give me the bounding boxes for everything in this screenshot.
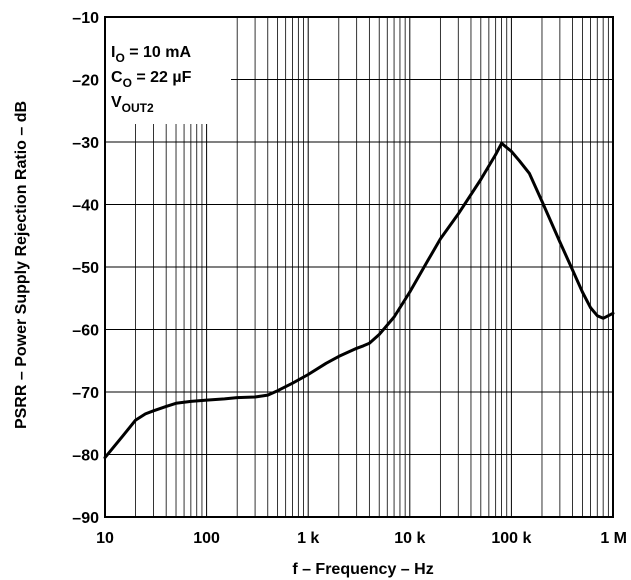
- y-tick-label: –70: [72, 385, 99, 402]
- x-tick-labels: 10 100 1 k 10 k 100 k 1 M: [96, 530, 627, 547]
- y-axis-label: PSRR – Power Supply Rejection Ratio – dB: [13, 101, 30, 429]
- annotation-line-2: CO = 22 µF: [111, 69, 192, 90]
- series-line-psrr: [103, 141, 615, 460]
- y-tick-labels: –10 –20 –30 –40 –50 –60 –70 –80 –90: [72, 10, 99, 527]
- y-tick-label: –40: [72, 198, 99, 215]
- annotation-2-subscript: O: [123, 76, 132, 90]
- annotation-3-prefix: V: [111, 94, 122, 111]
- annotation-background: [106, 17, 231, 124]
- plot-frame: [104, 16, 614, 518]
- annotation-line-1: IO = 10 mA: [111, 44, 192, 65]
- series-layer: [103, 141, 615, 460]
- x-tick-label: 1 M: [600, 530, 627, 547]
- x-tick-label: 1 k: [297, 530, 319, 547]
- x-axis-label: f – Frequency – Hz: [292, 561, 433, 578]
- y-tick-label: –10: [72, 10, 99, 27]
- annotation-box: IO = 10 mA CO = 22 µF VOUT2: [111, 44, 192, 115]
- y-tick-label: –60: [72, 323, 99, 340]
- annotation-1-prefix: I: [111, 44, 115, 61]
- annotation-line-3: VOUT2: [111, 94, 154, 115]
- y-tick-label: –20: [72, 73, 99, 90]
- annotation-2-text: = 22 µF: [132, 69, 192, 86]
- annotation-2-prefix: C: [111, 69, 123, 86]
- y-tick-label: –50: [72, 260, 99, 277]
- x-tick-label: 100: [193, 530, 220, 547]
- y-tick-label: –80: [72, 448, 99, 465]
- annotation-3-subscript: OUT2: [122, 101, 154, 115]
- y-tick-label: –30: [72, 135, 99, 152]
- x-tick-label: 100 k: [491, 530, 531, 547]
- x-tick-label: 10 k: [394, 530, 425, 547]
- annotation-1-subscript: O: [115, 51, 124, 65]
- y-tick-label: –90: [72, 510, 99, 527]
- annotation-1-text: = 10 mA: [125, 44, 192, 61]
- x-tick-label: 10: [96, 530, 114, 547]
